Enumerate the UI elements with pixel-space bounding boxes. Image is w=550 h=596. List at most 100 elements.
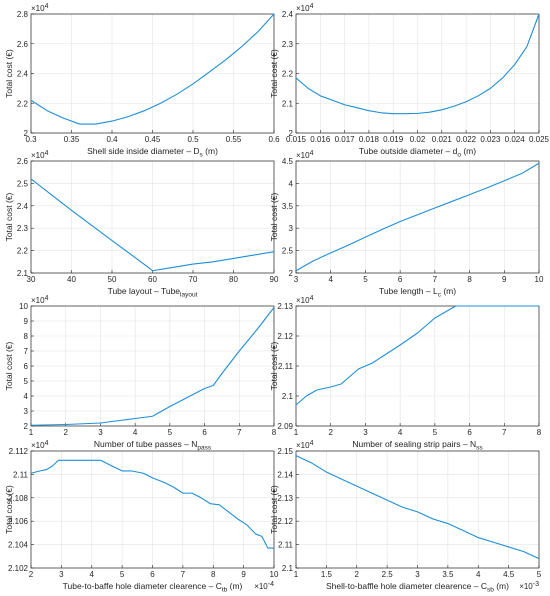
- x-tick-label: 4: [328, 275, 333, 284]
- x-tick-label: 8: [467, 275, 472, 284]
- y-exponent-base: ×10: [296, 441, 310, 450]
- y-exponent-base: ×10: [31, 441, 45, 450]
- x-tick-label: 5: [537, 570, 542, 579]
- x-tick-label: 5: [120, 570, 125, 579]
- y-tick-label: 2.6: [17, 157, 29, 166]
- x-tick-label: 5: [168, 428, 173, 437]
- x-axis-label-subscript: pass: [197, 445, 211, 452]
- x-axis-label-subscript: sb: [487, 587, 494, 594]
- x-axis-label-unit: (m): [227, 581, 242, 591]
- x-axis-label-subscript: o: [457, 152, 461, 159]
- y-tick-label: 2.11: [13, 470, 29, 479]
- y-tick-label: 2.3: [17, 224, 29, 233]
- x-tick-label: 2.5: [382, 570, 394, 579]
- x-exponent-label: ×10-4: [254, 581, 274, 591]
- y-tick-label: 2.13: [277, 494, 293, 503]
- y-tick-label: 2.3: [282, 40, 294, 49]
- x-tick-label: 0.015: [286, 135, 307, 144]
- y-exponent-label: ×104: [31, 295, 49, 305]
- x-axis-label-subscript: tb: [222, 587, 228, 594]
- x-axis-label: Shell-to-baffle hole diameter clearence …: [326, 581, 509, 594]
- y-tick-label: 2.4: [282, 10, 294, 19]
- y-tick-label: 3: [289, 224, 294, 233]
- y-tick-label: 2.4: [17, 202, 29, 211]
- y-exponent-label: ×104: [296, 150, 314, 160]
- y-tick-label: 2.14: [277, 470, 293, 479]
- y-tick-label: 2.09: [277, 422, 293, 431]
- x-tick-label: 4: [90, 570, 95, 579]
- y-tick-label: 8: [24, 332, 29, 341]
- y-tick-label: 2.8: [17, 10, 29, 19]
- series-line: [30, 307, 275, 426]
- x-exponent-base: ×10: [519, 582, 533, 591]
- x-axis-label-main: Number of sealing strip pairs – N: [352, 439, 476, 449]
- x-axis-label-main: Tube layout – Tube: [108, 286, 181, 296]
- x-tick-label: 2: [355, 570, 360, 579]
- y-axis-label: Total cost (€): [4, 485, 14, 534]
- subplot-2: 0.015 0.016 0.017 0.018 0.019 0.02 0.021 0.022 0…: [269, 3, 550, 159]
- x-tick-label: 0.4: [106, 135, 118, 144]
- y-tick-label: 2.1: [17, 269, 29, 278]
- x-tick-label: 50: [108, 275, 117, 284]
- y-tick-label: 5: [24, 377, 29, 386]
- x-tick-label: 6: [150, 570, 155, 579]
- x-axis-label-unit: (m): [441, 286, 456, 296]
- x-axis-label-main: Number of tube passes – N: [94, 439, 197, 449]
- y-tick-label: 3.5: [282, 202, 294, 211]
- y-tick-label: 2.104: [8, 541, 29, 550]
- x-tick-label: 6: [202, 428, 207, 437]
- y-tick-label: 2.12: [277, 517, 293, 526]
- x-tick-label: 9: [502, 275, 507, 284]
- x-tick-label: 70: [189, 275, 198, 284]
- x-tick-label: 80: [229, 275, 238, 284]
- y-exponent-power: 4: [45, 3, 49, 10]
- y-tick-label: 2: [24, 129, 29, 138]
- x-axis-label-subscript: s: [200, 152, 204, 159]
- y-exponent-base: ×10: [296, 296, 310, 305]
- x-tick-label: 2: [328, 428, 333, 437]
- subplot-3: 30 40 50 60 70 80 902.12.22.32.42.52.6×104Tube…: [4, 150, 279, 299]
- x-tick-label: 0.55: [226, 135, 242, 144]
- x-tick-label: 1: [294, 570, 299, 579]
- x-tick-label: 7: [502, 428, 507, 437]
- y-tick-label: 2.11: [278, 541, 294, 550]
- x-tick-label: 0.02: [410, 135, 426, 144]
- x-tick-label: 3: [363, 428, 368, 437]
- x-tick-label: 10: [270, 570, 279, 579]
- x-axis-label-main: Shell side inside diameter – D: [87, 146, 199, 156]
- x-tick-label: 8: [272, 428, 277, 437]
- x-tick-label: 0.018: [359, 135, 380, 144]
- y-tick-label: 2.11: [278, 362, 294, 371]
- x-tick-label: 0.45: [145, 135, 161, 144]
- x-tick-label: 2: [29, 570, 34, 579]
- x-tick-label: 4: [398, 428, 403, 437]
- y-exponent-label: ×104: [31, 150, 49, 160]
- x-tick-label: 0.3: [25, 135, 37, 144]
- y-tick-label: 2: [289, 129, 294, 138]
- y-exponent-power: 4: [310, 440, 314, 447]
- x-axis-label: Shell side inside diameter – Ds (m): [87, 146, 218, 159]
- y-tick-label: 2.6: [17, 40, 29, 49]
- x-tick-label: 0.6: [268, 135, 280, 144]
- x-tick-label: 30: [27, 275, 36, 284]
- series-line: [295, 455, 540, 560]
- y-tick-label: 2: [289, 269, 294, 278]
- x-tick-label: 7: [237, 428, 242, 437]
- series-line: [30, 178, 275, 272]
- x-tick-label: 90: [270, 275, 279, 284]
- y-tick-label: 4: [24, 392, 29, 401]
- x-tick-label: 40: [67, 275, 76, 284]
- y-exponent-label: ×104: [296, 295, 314, 305]
- y-axis-label: Total cost (€): [269, 485, 279, 534]
- y-axis-label: Total cost (€): [269, 193, 279, 242]
- y-tick-label: 2.2: [282, 70, 294, 79]
- y-axis-label: Total cost (€): [4, 342, 14, 391]
- x-tick-label: 3: [59, 570, 64, 579]
- y-exponent-base: ×10: [31, 151, 45, 160]
- x-axis-label: Number of sealing strip pairs – Nss: [352, 439, 483, 452]
- x-tick-label: 5: [363, 275, 368, 284]
- x-axis-label: Tube outside diameter – do (m): [359, 146, 476, 159]
- subplot-8: 1 1.5 2 2.5 3 3.5 4 4.5 5 2.1 2.11 2.12 2.13 2.14 2.15…: [269, 440, 542, 594]
- x-axis-label: Tube-to-baffe hole diameter clearence – …: [63, 581, 243, 594]
